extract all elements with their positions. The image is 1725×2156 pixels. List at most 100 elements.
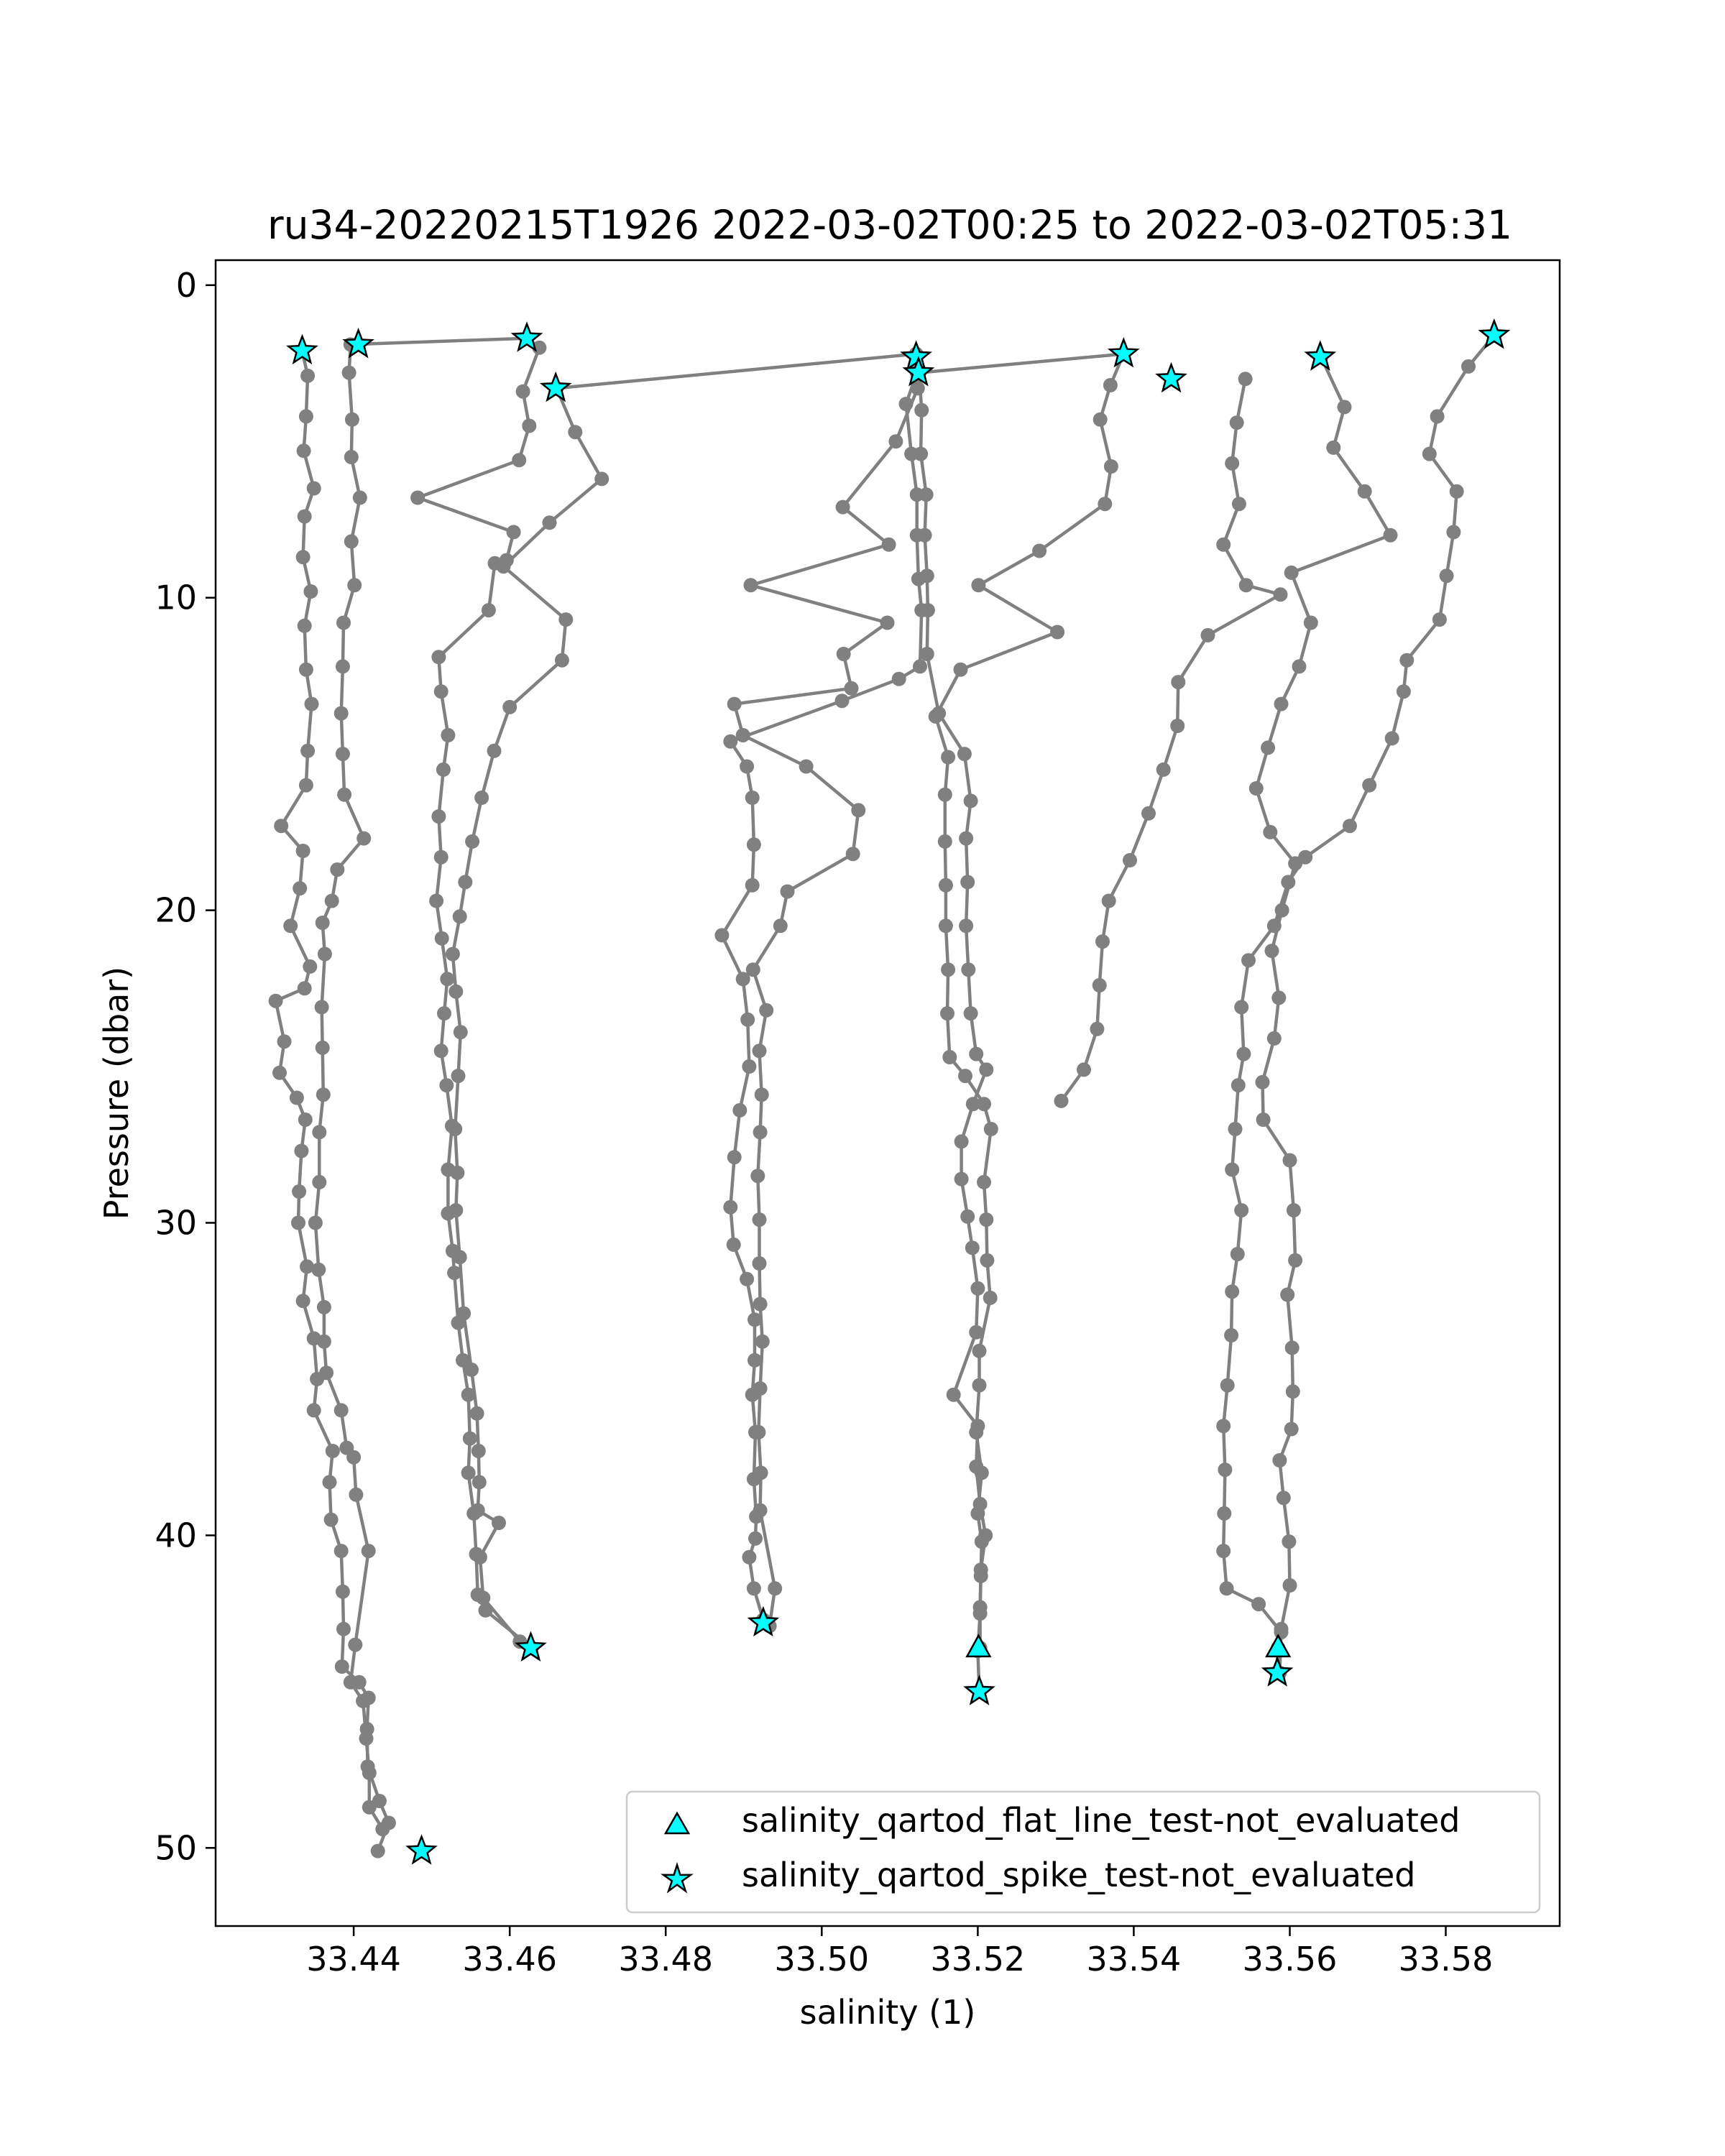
y-tick-label: 0 — [176, 266, 197, 305]
profile-point — [1217, 1506, 1232, 1521]
profile-point — [452, 909, 467, 924]
profile-point — [512, 453, 527, 468]
profile-point — [1276, 1491, 1291, 1506]
profile-point — [1219, 1581, 1234, 1596]
profile-point — [344, 450, 359, 464]
profile-point — [1285, 1384, 1300, 1399]
profile-point — [465, 834, 480, 849]
profile-point — [474, 791, 489, 805]
profile-point — [453, 1025, 468, 1040]
profile-point — [1230, 1078, 1246, 1093]
profile-point — [472, 1549, 487, 1565]
profile-point — [492, 1516, 506, 1530]
profile-point — [1103, 378, 1118, 392]
profile-point — [462, 1431, 477, 1446]
markers-layer — [286, 318, 1511, 1865]
profile-point — [973, 1562, 988, 1577]
profile-point — [542, 515, 557, 530]
profile-point — [1343, 819, 1357, 834]
profile-point — [746, 1581, 761, 1596]
profiles-layer — [268, 328, 1501, 1858]
profile-point — [980, 1253, 995, 1268]
profile-point — [977, 1174, 991, 1189]
profile-point — [954, 1171, 969, 1187]
profile-point — [723, 734, 738, 749]
spike-test-marker — [405, 1834, 438, 1865]
profile-point — [1141, 806, 1156, 821]
profile-point — [359, 1731, 374, 1746]
profile-point — [914, 402, 929, 418]
profile-point — [735, 972, 750, 987]
profile-point — [315, 916, 330, 930]
profile-point — [277, 1034, 292, 1049]
profile-point — [1271, 990, 1287, 1005]
profile-point — [932, 706, 947, 721]
profile-point — [1274, 1625, 1289, 1640]
profile-point — [334, 706, 349, 721]
profile-point — [959, 831, 974, 846]
profile-point — [1054, 1093, 1069, 1108]
profile-point — [1225, 1284, 1240, 1299]
profile-point — [1077, 1062, 1091, 1077]
spike-test-marker — [1261, 1656, 1294, 1687]
profile-point — [304, 696, 319, 711]
profile-point — [891, 671, 906, 686]
profile-point — [441, 728, 456, 742]
profile-point — [1422, 446, 1437, 461]
x-axis: 33.44 33.46 33.48 33.50 33.52 33.54 33.56 33.58 — [306, 1926, 1493, 1978]
legend: salinity_qartod_flat_line_test-not_evalu… — [625, 1790, 1541, 1914]
profile-point — [1231, 497, 1246, 512]
flat-line-test-marker — [965, 1634, 992, 1658]
profile-point — [1095, 934, 1110, 949]
profile-point — [433, 1044, 448, 1059]
profile-point — [1248, 781, 1264, 796]
legend-label-spike: salinity_qartod_spike_test-not_evaluated — [742, 1856, 1415, 1894]
profile-point — [434, 931, 449, 946]
legend-triangle-marker — [663, 1811, 691, 1835]
profile-point — [343, 1674, 358, 1690]
profile-point — [1274, 696, 1289, 711]
profile-point — [1156, 762, 1171, 777]
profile-point — [1225, 1162, 1240, 1177]
x-tick-label: 33.54 — [1087, 1940, 1182, 1978]
profile-point — [1032, 543, 1047, 558]
profile-point — [959, 918, 974, 934]
profile-point — [298, 1112, 313, 1127]
profile-point — [362, 1800, 377, 1815]
profile-point — [375, 1822, 390, 1837]
profile-point — [293, 881, 308, 896]
profile-point — [745, 791, 760, 805]
profile-point — [568, 425, 583, 440]
profile-point — [1230, 1247, 1245, 1261]
profile-point — [746, 837, 761, 852]
profile-point — [780, 884, 795, 899]
spike-test-marker — [539, 371, 572, 402]
profile-point — [429, 893, 444, 908]
profile-point — [476, 1590, 491, 1606]
profile-point — [961, 962, 976, 977]
profile-point — [845, 847, 860, 862]
profile-point — [954, 1134, 969, 1149]
profile-point — [727, 696, 742, 711]
profile-point — [768, 1581, 783, 1596]
profile-point — [344, 534, 359, 549]
profile-point — [1103, 459, 1118, 474]
profile-point — [1263, 824, 1278, 839]
profile-point — [306, 481, 321, 496]
profile-point — [296, 443, 311, 459]
profile-point — [957, 747, 972, 762]
profile-point — [745, 877, 760, 893]
profile-point — [335, 659, 350, 674]
profile-point — [914, 446, 929, 461]
x-tick-label: 33.50 — [774, 1940, 869, 1978]
profile-point — [938, 877, 953, 893]
profile-point — [458, 875, 473, 890]
profile-point — [1228, 1122, 1243, 1136]
profile-point — [344, 412, 359, 427]
profile-point — [336, 615, 351, 630]
profile-point — [1241, 953, 1256, 968]
profile-point — [317, 946, 332, 962]
profile-point — [1092, 978, 1107, 992]
profile-point — [745, 962, 760, 977]
profile-point — [496, 559, 511, 574]
